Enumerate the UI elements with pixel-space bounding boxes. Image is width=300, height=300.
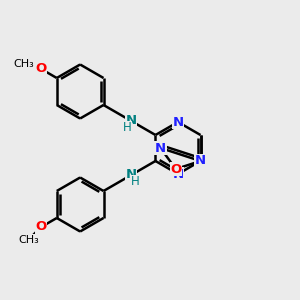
Text: N: N: [126, 169, 137, 182]
Text: N: N: [195, 154, 206, 167]
Text: N: N: [172, 116, 184, 128]
Text: CH₃: CH₃: [14, 59, 34, 69]
Text: N: N: [126, 115, 137, 128]
Text: N: N: [155, 142, 166, 154]
Text: H: H: [123, 122, 132, 134]
Text: H: H: [131, 176, 140, 188]
Text: O: O: [170, 163, 182, 176]
Text: O: O: [35, 220, 47, 233]
Text: CH₃: CH₃: [18, 235, 39, 245]
Text: N: N: [172, 167, 184, 181]
Text: O: O: [35, 62, 47, 76]
